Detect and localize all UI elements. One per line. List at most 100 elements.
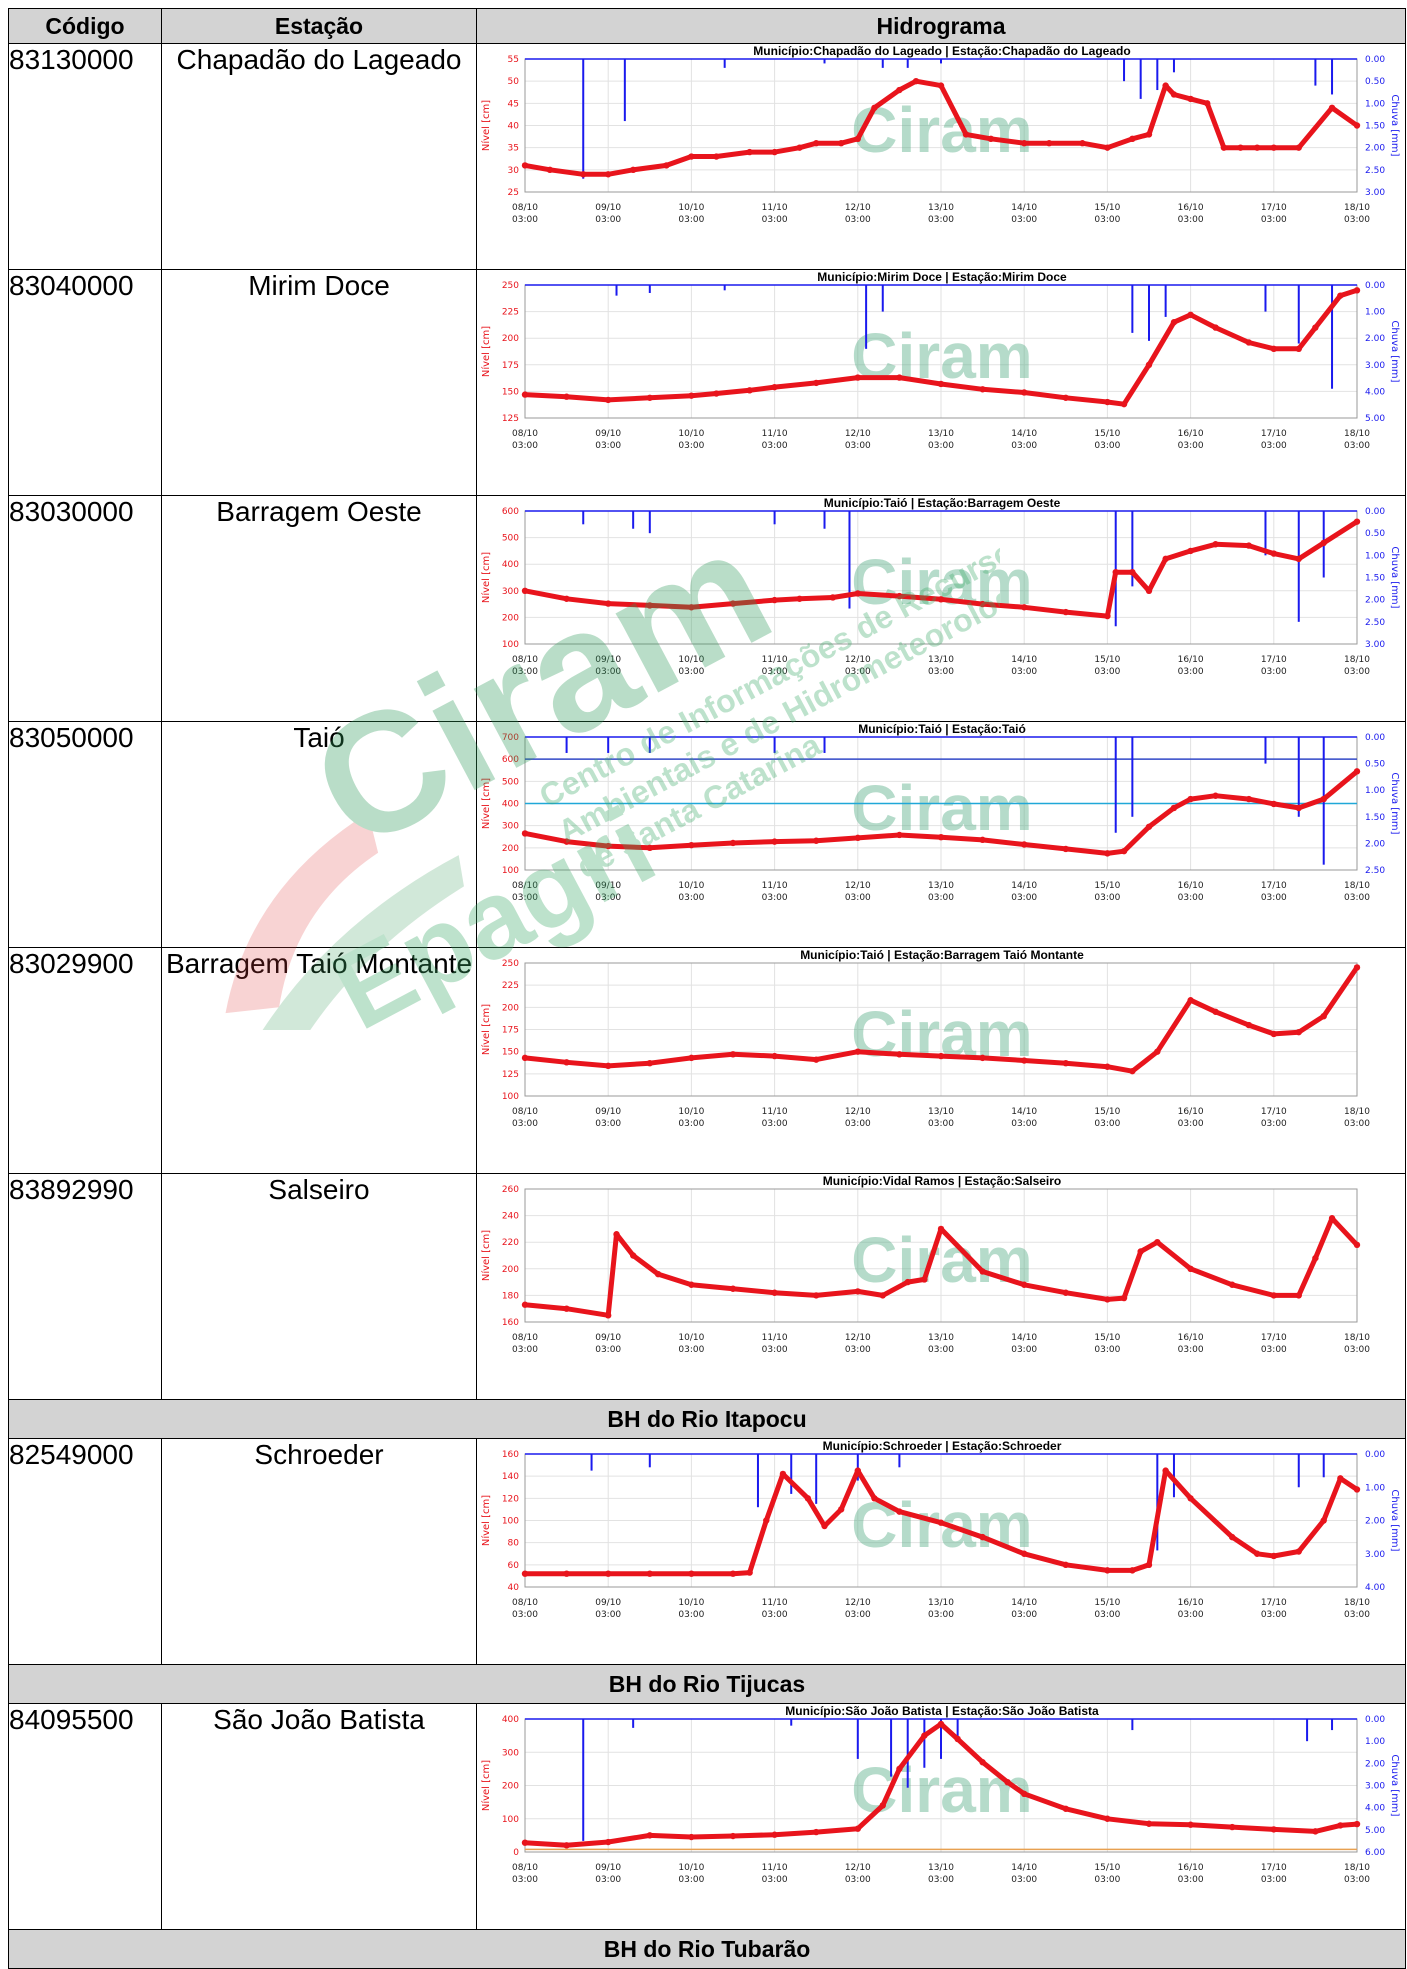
x-tick-time: 03:00 <box>678 1119 704 1129</box>
level-point <box>605 600 612 607</box>
level-point <box>1062 1289 1069 1296</box>
rain-bar <box>1322 1454 1325 1478</box>
level-point <box>1295 804 1302 812</box>
level-point <box>1270 1826 1277 1833</box>
y2-tick-label: 4.00 <box>1365 387 1385 397</box>
x-tick-time: 03:00 <box>1011 215 1037 225</box>
level-point <box>871 104 878 111</box>
x-tick-time: 03:00 <box>762 667 788 677</box>
level-point <box>1170 91 1178 98</box>
x-tick-date: 16/10 <box>1178 655 1204 665</box>
x-tick-date: 08/10 <box>512 881 538 891</box>
level-point <box>1154 1239 1161 1246</box>
level-point <box>854 834 861 842</box>
level-point <box>521 830 529 837</box>
station-row: 83050000 Taió Município:Taió | Estação:T… <box>8 721 1406 948</box>
x-tick-time: 03:00 <box>512 1119 538 1129</box>
x-tick-time: 03:00 <box>928 667 954 677</box>
y-tick-label: 150 <box>502 387 519 397</box>
x-tick-date: 09/10 <box>595 429 621 439</box>
x-tick-time: 03:00 <box>1344 1875 1370 1885</box>
level-point <box>688 1054 695 1062</box>
level-point <box>771 1831 778 1838</box>
level-point <box>646 1570 653 1577</box>
rain-bar <box>823 59 826 64</box>
level-point <box>896 374 903 381</box>
level-point <box>1320 539 1327 547</box>
x-tick-time: 03:00 <box>595 1610 621 1620</box>
level-point <box>937 1225 945 1233</box>
level-point <box>521 1570 529 1577</box>
y2-axis-label: Chuva [mm] <box>1389 1489 1400 1551</box>
rain-bar <box>756 1454 759 1508</box>
x-tick-date: 18/10 <box>1344 655 1370 665</box>
rain-bar <box>906 59 909 68</box>
ciram-chart-watermark: Ciram <box>851 1224 1032 1296</box>
x-tick-time: 03:00 <box>1261 1119 1287 1129</box>
x-tick-date: 11/10 <box>762 655 788 665</box>
y2-tick-label: 1.00 <box>1365 308 1385 318</box>
rain-bar <box>898 1454 901 1468</box>
level-point <box>813 1828 820 1836</box>
x-tick-date: 14/10 <box>1011 1863 1037 1873</box>
x-tick-date: 08/10 <box>512 1863 538 1873</box>
level-point <box>1104 850 1111 857</box>
chart-title: Município:Schroeder | Estação:Schroeder <box>823 1439 1062 1453</box>
level-point <box>729 1051 737 1058</box>
level-point <box>979 386 986 393</box>
rain-bar <box>582 59 585 179</box>
x-tick-time: 03:00 <box>1261 441 1287 451</box>
level-point <box>771 1052 778 1060</box>
y-axis-label: Nível [cm] <box>480 1004 492 1055</box>
estacao-header: Estação <box>161 8 477 44</box>
rain-bar <box>1314 59 1317 86</box>
level-point <box>605 1838 612 1846</box>
level-point <box>1204 100 1211 107</box>
station-name: Chapadão do Lageado <box>161 43 477 270</box>
x-tick-date: 16/10 <box>1178 1863 1204 1873</box>
y-tick-label: 100 <box>502 1517 519 1527</box>
hydrograph-cell: Município:São João Batista | Estação:São… <box>476 1703 1406 1930</box>
level-point <box>821 1522 828 1530</box>
x-tick-date: 11/10 <box>762 1863 788 1873</box>
rain-bar <box>1306 1719 1309 1742</box>
level-point <box>1170 804 1178 812</box>
x-tick-date: 13/10 <box>928 1598 954 1608</box>
x-tick-time: 03:00 <box>1011 1119 1037 1129</box>
x-tick-date: 17/10 <box>1261 203 1287 213</box>
x-tick-date: 17/10 <box>1261 881 1287 891</box>
hydrograph-salseiro: Município:Vidal Ramos | Estação:Salseiro… <box>480 1174 1370 1355</box>
x-tick-time: 03:00 <box>845 893 871 903</box>
level-point <box>1145 131 1153 138</box>
y2-tick-label: 4.00 <box>1365 1583 1385 1593</box>
level-point <box>1187 95 1194 103</box>
level-point <box>746 1569 753 1576</box>
rain-bar <box>607 737 610 753</box>
y2-tick-label: 3.00 <box>1365 640 1385 650</box>
y2-tick-label: 1.50 <box>1365 813 1385 823</box>
x-tick-date: 16/10 <box>1178 1598 1204 1608</box>
level-point <box>763 1517 770 1524</box>
x-tick-date: 10/10 <box>678 429 704 439</box>
x-tick-time: 03:00 <box>1094 1875 1120 1885</box>
hydrograph-cell: Município:Vidal Ramos | Estação:Salseiro… <box>476 1173 1406 1400</box>
rain-bar <box>623 59 626 122</box>
level-point <box>746 148 753 156</box>
rain-bar <box>1297 1454 1300 1488</box>
chart-title: Município:São João Batista | Estação:São… <box>785 1704 1099 1718</box>
ciram-chart-watermark: Ciram <box>851 1754 1032 1826</box>
ciram-chart-watermark: Ciram <box>851 772 1032 844</box>
y-tick-label: 260 <box>502 1185 519 1195</box>
level-point <box>1104 1296 1111 1303</box>
level-point <box>1004 1778 1011 1786</box>
x-tick-time: 03:00 <box>928 441 954 451</box>
x-tick-date: 10/10 <box>678 655 704 665</box>
x-tick-date: 14/10 <box>1011 429 1037 439</box>
level-point <box>563 1842 570 1849</box>
y2-tick-label: 2.00 <box>1365 334 1385 344</box>
x-tick-time: 03:00 <box>1178 441 1204 451</box>
y2-tick-label: 0.50 <box>1365 760 1385 770</box>
station-code: 83040000 <box>8 269 162 496</box>
x-tick-date: 11/10 <box>762 1333 788 1343</box>
x-tick-date: 16/10 <box>1178 1333 1204 1343</box>
